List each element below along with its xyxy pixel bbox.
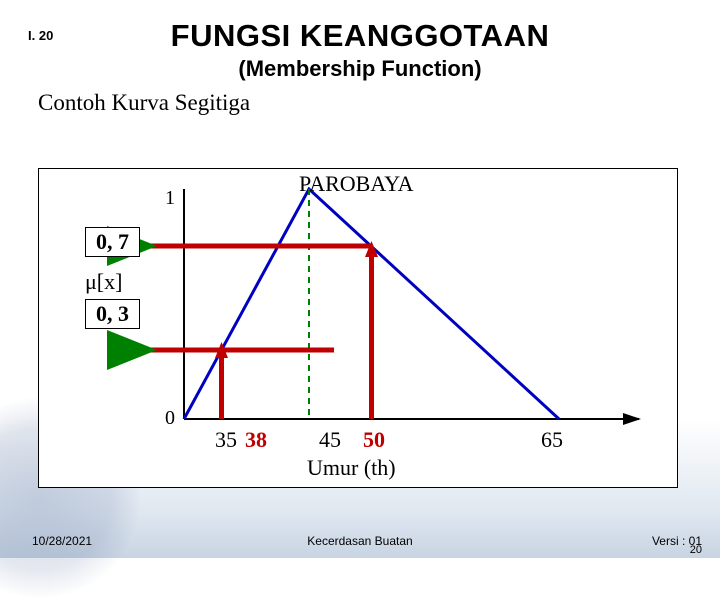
page-number-tag: I. 20: [28, 28, 53, 43]
curve-label: PAROBAYA: [299, 171, 414, 197]
footer-course: Kecerdasan Buatan: [307, 534, 412, 548]
chart-container: PAROBAYA 1 0 0, 7 μ[x] 0, 3 35 38 45 50 …: [38, 168, 678, 488]
boxed-value-upper: 0, 7: [85, 227, 140, 257]
x-tick-45: 45: [319, 427, 341, 453]
x-tick-65: 65: [541, 427, 563, 453]
footer-date: 10/28/2021: [32, 534, 92, 548]
membership-chart: [39, 169, 679, 489]
x-axis-unit: Umur (th): [307, 455, 396, 481]
x-tick-50: 50: [363, 427, 385, 453]
example-heading: Contoh Kurva Segitiga: [38, 90, 720, 116]
slide-subtitle: (Membership Function): [0, 56, 720, 82]
boxed-value-lower: 0, 3: [85, 299, 140, 329]
x-tick-38: 38: [245, 427, 267, 453]
y-tick-1: 1: [165, 187, 175, 210]
slide-number: 20: [690, 544, 702, 556]
y-tick-0: 0: [165, 407, 175, 430]
mu-label: μ[x]: [85, 269, 122, 295]
slide-title: FUNGSI KEANGGOTAAN: [0, 18, 720, 54]
x-tick-35: 35: [215, 427, 237, 453]
